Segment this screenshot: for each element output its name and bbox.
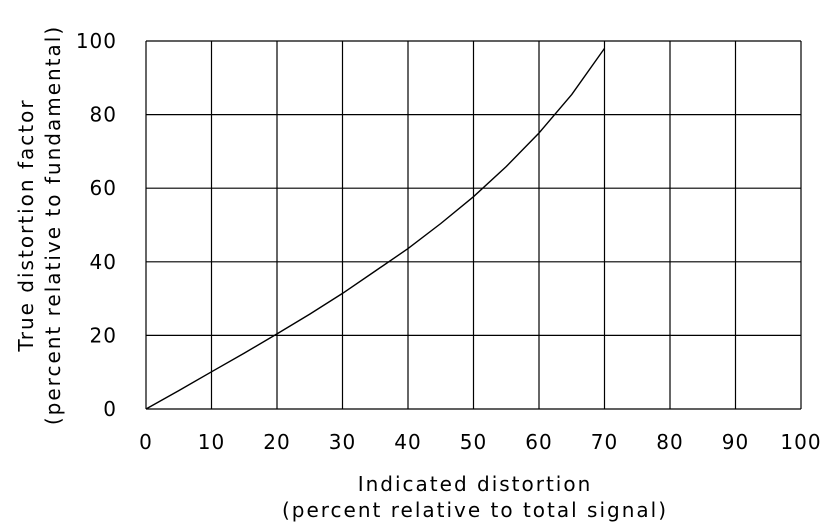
x-tick-label-40: 40 <box>394 430 421 454</box>
x-tick-label-30: 30 <box>329 430 356 454</box>
y-tick-label-80: 80 <box>90 103 117 127</box>
y-axis-title-line1: True distortion factor <box>14 98 38 352</box>
x-tick-label-70: 70 <box>591 430 618 454</box>
y-tick-label-20: 20 <box>90 323 117 347</box>
y-tick-label-40: 40 <box>90 250 117 274</box>
x-tick-label-80: 80 <box>656 430 683 454</box>
curve-layer <box>145 47 606 410</box>
y-tick-label-60: 60 <box>90 176 117 200</box>
x-axis-title-line2: (percent relative to total signal) <box>282 498 668 522</box>
x-axis-title-line1: Indicated distortion <box>358 472 593 496</box>
x-tick-label-60: 60 <box>525 430 552 454</box>
x-tick-label-10: 10 <box>198 430 225 454</box>
y-tick-labels: 0 20 40 60 80 100 <box>76 29 117 421</box>
x-tick-label-0: 0 <box>139 430 153 454</box>
x-tick-label-50: 50 <box>460 430 487 454</box>
y-tick-label-0: 0 <box>103 397 117 421</box>
x-tick-label-20: 20 <box>263 430 290 454</box>
grid <box>145 40 802 410</box>
y-axis-title-line2: (percent relative to fundamental) <box>41 25 65 425</box>
series-line-0 <box>145 47 606 410</box>
x-tick-labels: 0 10 20 30 40 50 60 70 80 90 100 <box>139 430 821 454</box>
x-tick-label-100: 100 <box>780 430 821 454</box>
x-tick-label-90: 90 <box>722 430 749 454</box>
y-tick-label-100: 100 <box>76 29 117 53</box>
